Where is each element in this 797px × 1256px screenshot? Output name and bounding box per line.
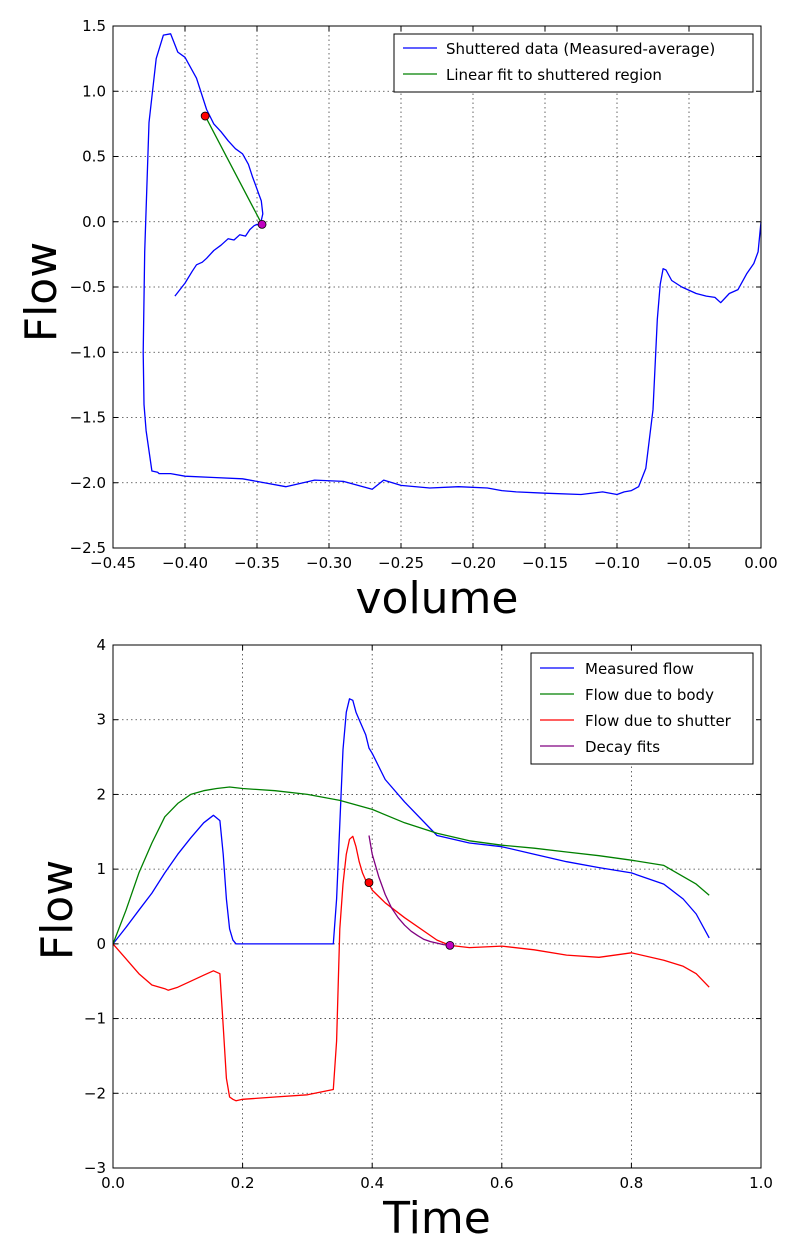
bottom-series-line-2 <box>112 835 710 1102</box>
bottom-legend-label-shutter: Flow due to shutter <box>585 712 732 730</box>
top-y-tick-label: 0.5 <box>82 148 106 166</box>
top-series-line-1 <box>204 115 263 225</box>
top-x-tick-label: −0.30 <box>306 554 352 572</box>
bottom-y-tick-label: 3 <box>96 711 106 729</box>
bottom-plot-lines <box>112 698 710 1102</box>
top-x-tick-label: −0.15 <box>522 554 568 572</box>
bottom-x-tick-label: 0.2 <box>231 1174 255 1192</box>
top-marker-point-0 <box>200 111 210 121</box>
top-legend-box <box>393 33 754 93</box>
bottom-y-tick-label: −3 <box>84 1159 106 1177</box>
bottom-marker-point-1 <box>445 940 455 950</box>
bottom-marker-point-0 <box>364 878 374 887</box>
top-plot-frame <box>112 25 762 549</box>
bottom-y-tick-label: 1 <box>96 860 106 878</box>
bottom-y-tick-label: −1 <box>84 1010 106 1028</box>
top-legend-label-shuttered: Shuttered data (Measured-average) <box>446 40 715 58</box>
bottom-x-tick-label: 0.0 <box>101 1174 125 1192</box>
top-series-line-0 <box>142 33 762 496</box>
top-y-tick-label: −1.0 <box>70 343 106 361</box>
top-y-tick-label: 0.0 <box>82 213 106 231</box>
top-x-tick-label: −0.10 <box>594 554 640 572</box>
bottom-legend: Measured flow Flow due to body Flow due … <box>530 652 754 765</box>
top-panel-volume-flow: −0.45 −0.40 −0.35 −0.30 −0.25 −0.20 −0.15 −0.10… <box>16 17 778 624</box>
top-x-tick-label: −0.35 <box>234 554 280 572</box>
top-legend-label-linear-fit: Linear fit to shuttered region <box>446 66 662 84</box>
top-grid <box>112 25 762 549</box>
bottom-legend-label-body: Flow due to body <box>585 686 714 704</box>
top-x-axis-label: volume <box>355 573 518 624</box>
top-y-axis-label: Flow <box>16 242 67 342</box>
top-y-tick-label: −1.5 <box>70 409 106 427</box>
top-y-tick-label: −0.5 <box>70 278 106 296</box>
top-plot-lines <box>142 33 762 496</box>
bottom-y-tick-label: 2 <box>96 785 106 803</box>
top-x-tick-label: −0.40 <box>162 554 208 572</box>
bottom-y-tick-label: −2 <box>84 1084 106 1102</box>
bottom-x-tick-label: 0.8 <box>619 1174 643 1192</box>
bottom-x-tick-label: 0.4 <box>360 1174 384 1192</box>
top-y-tick-label: 1.5 <box>82 17 106 35</box>
top-x-tick-label: −0.45 <box>90 554 136 572</box>
bottom-panel-time-flow: 0.0 0.2 0.4 0.6 0.8 1.0 −3 −2 −1 0 1 2 3 4 Time Flow … <box>32 636 773 1244</box>
top-tick-labels: −0.45 −0.40 −0.35 −0.30 −0.25 −0.20 −0.15 −0.10… <box>70 17 778 572</box>
top-x-tick-label: −0.25 <box>378 554 424 572</box>
bottom-y-tick-label: 0 <box>96 935 106 953</box>
bottom-legend-label-measured: Measured flow <box>585 660 694 678</box>
bottom-x-tick-label: 0.6 <box>490 1174 514 1192</box>
bottom-tick-labels: 0.0 0.2 0.4 0.6 0.8 1.0 −3 −2 −1 0 1 2 3 4 <box>84 636 773 1192</box>
bottom-x-axis-label: Time <box>382 1193 491 1244</box>
top-x-tick-label: 0.00 <box>744 554 777 572</box>
bottom-plot-frame <box>112 644 762 1169</box>
bottom-y-tick-label: 4 <box>96 636 106 654</box>
bottom-x-tick-label: 1.0 <box>749 1174 773 1192</box>
top-x-tick-label: −0.20 <box>450 554 496 572</box>
top-y-tick-label: −2.5 <box>70 539 106 557</box>
bottom-legend-label-decay: Decay fits <box>585 738 660 756</box>
bottom-series-line-1 <box>112 786 710 945</box>
bottom-series-line-0 <box>112 698 710 945</box>
top-x-tick-label: −0.05 <box>666 554 712 572</box>
top-y-tick-label: −2.0 <box>70 474 106 492</box>
top-marker-point-1 <box>257 219 267 229</box>
bottom-series-line-3 <box>368 835 451 947</box>
top-y-tick-label: 1.0 <box>82 82 106 100</box>
bottom-y-axis-label: Flow <box>32 860 83 960</box>
top-legend: Shuttered data (Measured-average) Linear… <box>393 33 754 93</box>
